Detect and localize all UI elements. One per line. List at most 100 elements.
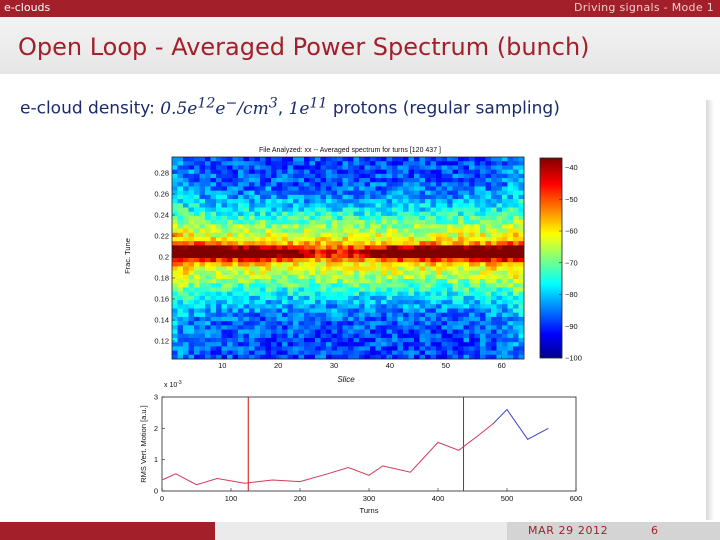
- heatmap-cell: [518, 178, 525, 183]
- heatmap-cell: [430, 325, 437, 330]
- heatmap-cell: [364, 211, 371, 217]
- heatmap-cell: [188, 215, 195, 221]
- heatmap-cell: [452, 279, 459, 284]
- heatmap-cell: [243, 241, 250, 246]
- heatmap-cell: [359, 308, 365, 314]
- heatmap-cell: [491, 165, 497, 170]
- heatmap-cell: [282, 300, 288, 305]
- heatmap-cell: [227, 329, 233, 335]
- heatmap-cell: [254, 190, 261, 196]
- heatmap-cell: [315, 354, 321, 360]
- heatmap-cell: [287, 245, 294, 250]
- heatmap-cell: [304, 316, 310, 322]
- heatmap-cell: [392, 165, 398, 170]
- heatmap-cell: [326, 207, 332, 213]
- heatmap-cell: [436, 215, 442, 221]
- heatmap-cell: [419, 291, 426, 297]
- heatmap-cell: [331, 186, 338, 191]
- heatmap-cell: [381, 346, 387, 351]
- heatmap-cell: [315, 258, 321, 263]
- heatmap-cell: [447, 346, 453, 351]
- heatmap-cell: [320, 266, 327, 271]
- heatmap-cell: [309, 262, 316, 267]
- heatmap-cell: [353, 173, 360, 179]
- heatmap-cell: [491, 262, 497, 267]
- heatmap-cell: [507, 304, 514, 309]
- heatmap-cell: [194, 333, 200, 339]
- heatmap-cell: [381, 333, 387, 339]
- heatmap-cell: [221, 266, 228, 271]
- heatmap-cell: [419, 241, 426, 246]
- heatmap-cell: [397, 321, 404, 326]
- heatmap-cell: [249, 321, 255, 326]
- heatmap-cell: [177, 211, 184, 217]
- heatmap-cell: [403, 333, 409, 339]
- heatmap-cell: [436, 325, 442, 330]
- heatmap-cell: [254, 169, 261, 175]
- heatmap-cell: [260, 215, 266, 221]
- heatmap-cell: [210, 270, 217, 276]
- page-number: 6: [651, 524, 658, 537]
- heatmap-cell: [172, 291, 178, 297]
- heatmap-cell: [331, 253, 338, 259]
- heatmap-cell: [227, 215, 233, 221]
- heatmap-cell: [447, 270, 453, 276]
- heatmap-cell: [491, 295, 497, 301]
- heatmap-cell: [447, 253, 453, 259]
- heatmap-cell: [452, 262, 459, 267]
- heatmap-cell: [485, 270, 492, 276]
- heatmap-cell: [172, 161, 178, 166]
- heatmap-cell: [342, 165, 349, 170]
- heatmap-cell: [353, 287, 360, 292]
- heatmap-cell: [216, 245, 222, 250]
- heatmap-cell: [458, 178, 464, 183]
- heatmap-cell: [243, 262, 250, 267]
- heatmap-cell: [320, 215, 327, 221]
- heatmap-cell: [392, 203, 398, 208]
- heatmap-cell: [502, 308, 508, 314]
- heatmap-cell: [386, 274, 393, 280]
- heatmap-cell: [337, 274, 343, 280]
- heatmap-cell: [491, 182, 497, 187]
- heatmap-cell: [221, 186, 228, 191]
- heatmap-cell: [397, 161, 404, 166]
- heatmap-cell: [375, 173, 382, 179]
- heatmap-cell: [183, 169, 189, 175]
- heatmap-cell: [342, 199, 349, 204]
- heatmap-cell: [199, 287, 206, 292]
- heatmap-cell: [227, 312, 233, 318]
- heatmap-cell: [210, 211, 217, 217]
- heatmap-cell: [205, 312, 211, 318]
- heatmap-cell: [425, 161, 431, 166]
- heatmap-cell: [172, 346, 178, 351]
- heatmap-cell: [194, 190, 200, 196]
- heatmap-cell: [414, 203, 420, 208]
- heatmap-cell: [172, 308, 178, 314]
- heatmap-cell: [518, 215, 525, 221]
- heatmap-cell: [463, 291, 470, 297]
- heatmap-cell: [441, 274, 448, 280]
- heatmap-cell: [315, 350, 321, 356]
- heatmap-cell: [513, 215, 519, 221]
- heatmap-cell: [342, 316, 349, 322]
- heatmap-cell: [265, 224, 272, 229]
- heatmap-cell: [282, 304, 288, 309]
- heatmap-cell: [458, 173, 464, 179]
- heatmap-cell: [430, 350, 437, 356]
- heatmap-cell: [419, 295, 426, 301]
- heatmap-cell: [392, 350, 398, 356]
- heatmap-cell: [425, 312, 431, 318]
- heatmap-cell: [348, 279, 354, 284]
- heatmap-cell: [320, 211, 327, 217]
- heatmap-cell: [425, 262, 431, 267]
- heatmap-cell: [265, 207, 272, 213]
- heatmap-cell: [474, 346, 481, 351]
- heatmap-cell: [216, 342, 222, 347]
- colorbar: [539, 157, 563, 359]
- heatmap-cell: [249, 279, 255, 284]
- heatmap-cell: [188, 211, 195, 217]
- heatmap-cell: [194, 346, 200, 351]
- heatmap-cell: [353, 350, 360, 356]
- heatmap-cell: [485, 300, 492, 305]
- heatmap-cell: [205, 157, 211, 162]
